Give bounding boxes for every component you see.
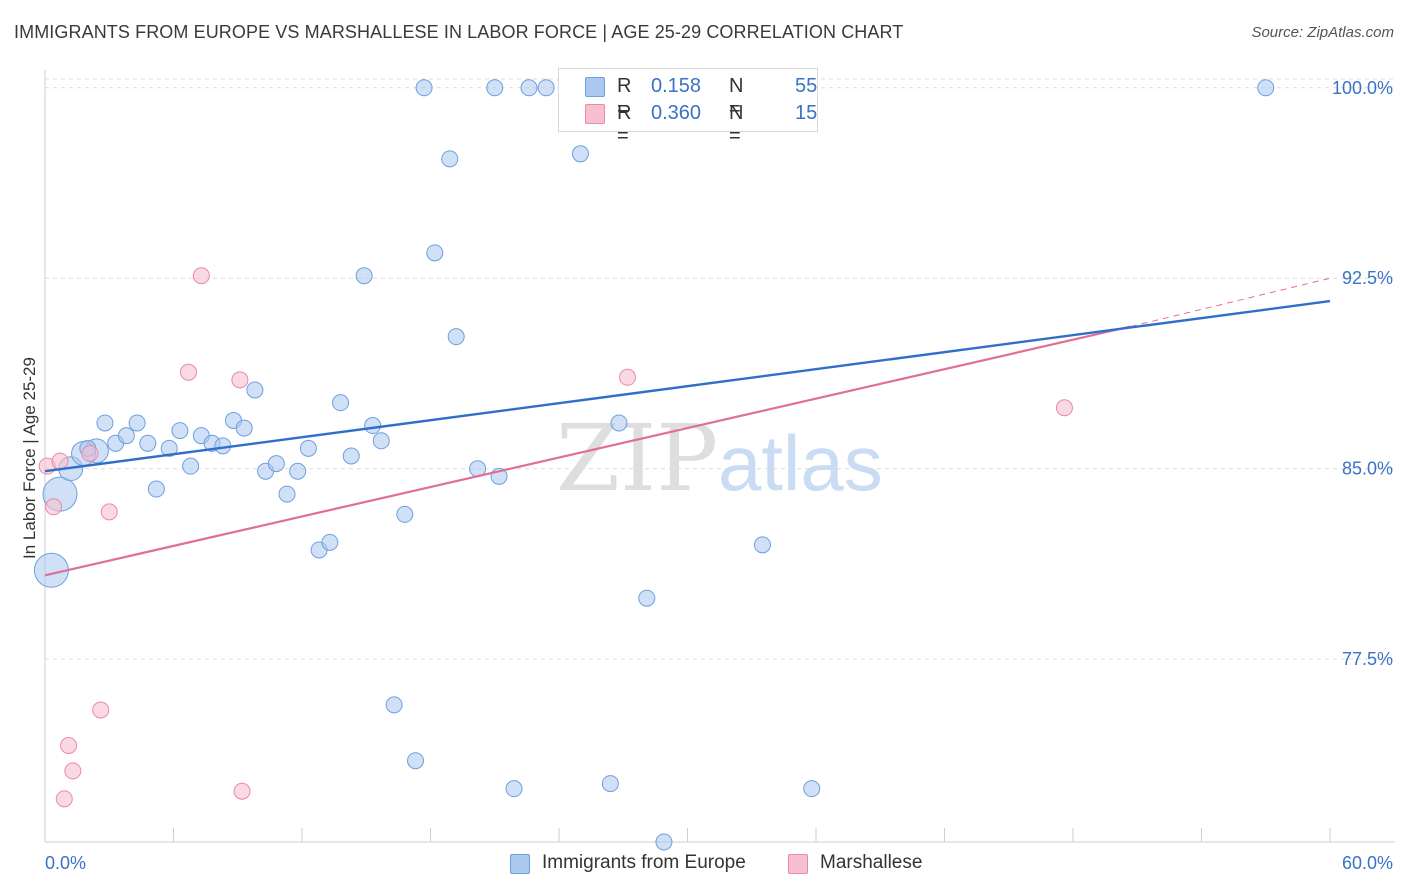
- point-immigrants-from-europe: [441, 150, 459, 168]
- point-immigrants-from-europe: [278, 485, 296, 503]
- legend-r-label: R =: [617, 75, 632, 120]
- y-tick-label: 92.5%: [1342, 268, 1393, 288]
- point-marshallese: [81, 444, 99, 462]
- point-immigrants-from-europe: [117, 427, 135, 445]
- point-marshallese: [45, 498, 63, 516]
- watermark-atlas: atlas: [718, 419, 883, 507]
- watermark-zip: ZIP: [556, 405, 718, 512]
- point-immigrants-from-europe: [372, 432, 390, 450]
- point-immigrants-from-europe: [321, 533, 339, 551]
- point-immigrants-from-europe: [128, 414, 146, 432]
- legend-swatch-marshallese: [585, 104, 605, 124]
- point-immigrants-from-europe: [139, 434, 157, 452]
- point-immigrants-from-europe: [355, 267, 373, 285]
- bottom-legend-swatch-europe: [510, 854, 530, 874]
- trend-lines: [44, 277, 1331, 577]
- point-immigrants-from-europe: [182, 457, 200, 475]
- point-immigrants-from-europe: [447, 328, 465, 346]
- point-immigrants-from-europe: [1257, 79, 1275, 97]
- grid-lines: [45, 78, 1395, 660]
- x-tick-label-max: 60.0%: [1342, 853, 1393, 873]
- series-immigrants-from-europe-points: [33, 79, 1275, 851]
- point-immigrants-from-europe: [505, 780, 523, 798]
- series-marshallese-points: [38, 267, 1073, 808]
- legend-n-label: N =: [729, 75, 744, 120]
- axes: [44, 70, 1395, 843]
- point-immigrants-from-europe: [655, 833, 673, 851]
- legend-n-value: 15: [795, 102, 818, 124]
- point-marshallese: [100, 503, 118, 521]
- y-tick-label: 85.0%: [1342, 459, 1393, 479]
- point-immigrants-from-europe: [610, 414, 628, 432]
- bottom-legend-label-europe: Immigrants from Europe: [542, 852, 746, 873]
- point-immigrants-from-europe: [601, 775, 619, 793]
- source-credit: Source: ZipAtlas.com: [1251, 24, 1394, 41]
- point-marshallese: [51, 452, 69, 470]
- watermark: ZIP atlas: [556, 405, 883, 512]
- trend-line-marshallese-extension: [1130, 277, 1331, 327]
- point-immigrants-from-europe: [520, 79, 538, 97]
- bottom-legend-label-marshallese: Marshallese: [820, 852, 923, 873]
- point-immigrants-from-europe: [246, 381, 264, 399]
- point-immigrants-from-europe: [571, 145, 589, 163]
- point-immigrants-from-europe: [753, 536, 771, 554]
- legend-r-value: 0.360: [651, 102, 702, 124]
- legend-swatch-europe: [585, 77, 605, 97]
- point-marshallese: [179, 363, 197, 381]
- point-immigrants-from-europe: [385, 696, 403, 714]
- point-immigrants-from-europe: [299, 439, 317, 457]
- trend-line-marshallese: [44, 325, 1132, 577]
- point-marshallese: [233, 782, 251, 800]
- point-immigrants-from-europe: [803, 780, 821, 798]
- point-immigrants-from-europe: [638, 589, 656, 607]
- point-marshallese: [619, 368, 637, 386]
- point-immigrants-from-europe: [171, 422, 189, 440]
- point-marshallese: [92, 701, 110, 719]
- point-immigrants-from-europe: [426, 244, 444, 262]
- point-marshallese: [192, 267, 210, 285]
- legend-r-value: 0.158: [651, 75, 702, 97]
- point-immigrants-from-europe: [235, 419, 253, 437]
- point-marshallese: [60, 737, 78, 754]
- point-immigrants-from-europe: [96, 414, 114, 432]
- chart-title: IMMIGRANTS FROM EUROPE VS MARSHALLESE IN…: [14, 22, 904, 42]
- trend-line-immigrants-from-europe: [44, 299, 1331, 473]
- correlation-legend: R = 0.158 N = 55 R = 0.360 N = 15: [558, 68, 818, 147]
- legend-n-label: N =: [729, 102, 744, 147]
- y-tick-label: 77.5%: [1342, 649, 1393, 669]
- point-marshallese: [55, 790, 73, 808]
- point-immigrants-from-europe: [415, 79, 433, 97]
- point-immigrants-from-europe: [289, 462, 307, 480]
- point-marshallese: [64, 762, 82, 780]
- point-immigrants-from-europe: [342, 447, 360, 465]
- point-marshallese: [231, 371, 249, 389]
- point-immigrants-from-europe: [267, 455, 285, 473]
- bottom-legend-swatch-marshallese: [788, 854, 808, 874]
- y-tick-label: 100.0%: [1332, 78, 1393, 98]
- legend-n-value: 55: [795, 75, 818, 97]
- tick-labels: 77.5% 85.0% 92.5% 100.0% 0.0% 60.0%: [45, 78, 1393, 873]
- point-immigrants-from-europe: [486, 79, 504, 97]
- x-tick-label-min: 0.0%: [45, 853, 86, 873]
- point-immigrants-from-europe: [147, 480, 165, 498]
- point-immigrants-from-europe: [396, 505, 414, 523]
- point-immigrants-from-europe: [364, 417, 382, 435]
- point-immigrants-from-europe: [537, 79, 555, 97]
- point-immigrants-from-europe: [407, 752, 425, 770]
- point-marshallese: [1055, 399, 1073, 417]
- legend-r-label: R =: [617, 102, 632, 147]
- point-immigrants-from-europe: [332, 394, 350, 412]
- point-immigrants-from-europe: [160, 439, 178, 457]
